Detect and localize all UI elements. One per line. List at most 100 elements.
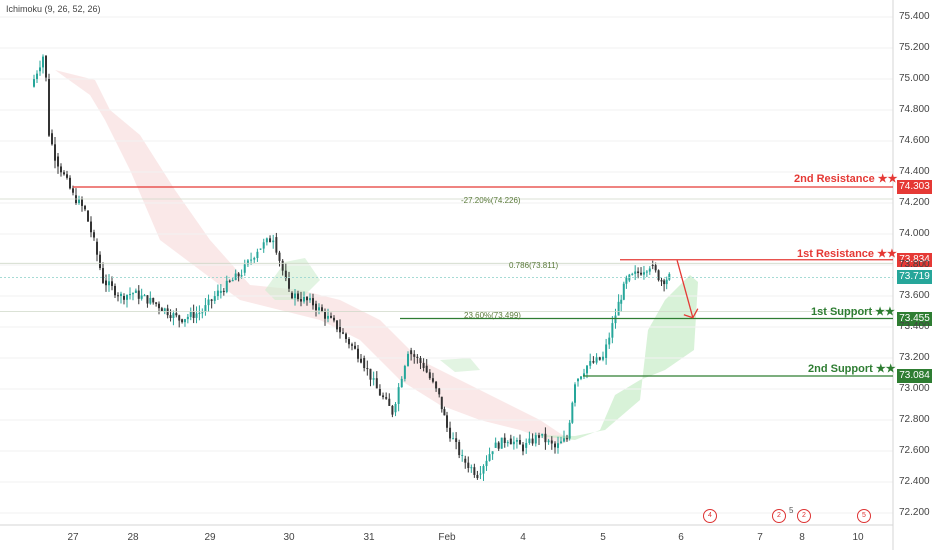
candle-body bbox=[403, 365, 406, 379]
candle-body bbox=[391, 405, 394, 415]
candle-body bbox=[117, 295, 119, 297]
candle-body bbox=[416, 356, 419, 358]
candle-body bbox=[476, 474, 479, 479]
candle-body bbox=[428, 372, 431, 379]
candle-body bbox=[544, 433, 547, 443]
price-badge-last: 73.719 bbox=[897, 270, 932, 284]
candle-body bbox=[518, 440, 521, 445]
cloud-bullish bbox=[440, 358, 480, 372]
candle-body bbox=[157, 303, 160, 309]
price-badge-2nd-support: 73.084 bbox=[897, 369, 932, 383]
candle-body bbox=[312, 298, 314, 306]
candle-body bbox=[149, 297, 152, 304]
candle-body bbox=[431, 378, 434, 382]
candle-body bbox=[137, 290, 140, 299]
event-mark-count: 4 bbox=[708, 512, 712, 519]
candle-body bbox=[497, 442, 500, 449]
candles bbox=[33, 54, 671, 481]
candle-body bbox=[348, 338, 350, 345]
candle-body bbox=[265, 238, 268, 243]
candle-body bbox=[123, 296, 125, 300]
candle-body bbox=[568, 422, 571, 439]
candle-body bbox=[333, 317, 335, 321]
level-label-1st-resistance: 1st Resistance ★★ bbox=[797, 248, 897, 260]
candle-body bbox=[253, 258, 256, 260]
candle-body bbox=[60, 166, 62, 173]
candle-body bbox=[300, 299, 302, 302]
price-badge-1st-resistance: 73.834 bbox=[897, 253, 932, 267]
candle-body bbox=[422, 362, 425, 369]
candle-body bbox=[262, 242, 265, 249]
candle-body bbox=[66, 174, 68, 178]
candle-body bbox=[129, 294, 131, 296]
arrow-shaft bbox=[676, 260, 694, 318]
candle-body bbox=[385, 397, 388, 399]
candle-body bbox=[410, 350, 413, 355]
support-resistance-levels bbox=[0, 186, 893, 377]
y-tick: 74.200 bbox=[899, 197, 930, 208]
candle-body bbox=[134, 290, 137, 293]
candle-body bbox=[419, 357, 422, 363]
candle-body bbox=[69, 177, 71, 189]
candle-body bbox=[243, 264, 246, 273]
x-tick: 8 bbox=[799, 532, 805, 543]
y-tick: 72.400 bbox=[899, 476, 930, 487]
price-badge-2nd-resistance: 74.303 bbox=[897, 180, 932, 194]
candle-body bbox=[458, 442, 461, 456]
event-mark-icon[interactable]: 2 bbox=[797, 509, 811, 523]
candle-body bbox=[580, 376, 582, 379]
price-grid bbox=[0, 16, 893, 514]
candle-body bbox=[72, 188, 74, 193]
candle-body bbox=[99, 254, 101, 269]
candle-body bbox=[269, 238, 272, 243]
event-mark-icon[interactable]: 2 bbox=[772, 509, 786, 523]
candle-body bbox=[219, 290, 222, 293]
event-mark-icon[interactable]: 5 bbox=[857, 509, 871, 523]
y-tick: 75.000 bbox=[899, 73, 930, 84]
candle-body bbox=[63, 172, 65, 175]
x-tick: 31 bbox=[363, 532, 375, 543]
candle-body bbox=[33, 79, 35, 87]
candle-body bbox=[512, 441, 515, 445]
candle-body bbox=[538, 435, 540, 438]
x-tick: 10 bbox=[852, 532, 864, 543]
candle-body bbox=[54, 144, 56, 161]
candle-body bbox=[605, 344, 608, 358]
candle-body bbox=[357, 348, 359, 359]
candle-body bbox=[550, 440, 553, 444]
y-tick: 72.200 bbox=[899, 507, 930, 518]
ichimoku-cloud bbox=[55, 70, 698, 445]
candle-body bbox=[525, 443, 528, 448]
candle-body bbox=[178, 315, 181, 321]
candle-body bbox=[39, 67, 41, 72]
candle-body bbox=[614, 315, 617, 324]
candle-body bbox=[506, 442, 509, 444]
candle-body bbox=[522, 444, 524, 452]
candle-body bbox=[108, 281, 110, 286]
candle-body bbox=[503, 437, 506, 444]
candle-body bbox=[272, 240, 275, 243]
candle-body bbox=[189, 311, 192, 317]
candle-body bbox=[96, 241, 98, 255]
candle-body bbox=[213, 296, 216, 301]
candle-body bbox=[651, 265, 654, 266]
candle-body bbox=[201, 312, 204, 314]
candle-body bbox=[318, 307, 320, 311]
candle-body bbox=[586, 365, 588, 374]
candle-body bbox=[640, 272, 643, 275]
y-tick: 75.200 bbox=[899, 42, 930, 53]
candle-body bbox=[620, 299, 623, 304]
candle-body bbox=[160, 308, 163, 312]
candle-body bbox=[36, 73, 38, 80]
event-mark-count: 5 bbox=[789, 506, 794, 515]
event-mark-icon[interactable]: 4 bbox=[703, 509, 717, 523]
candle-body bbox=[204, 305, 207, 312]
candle-body bbox=[595, 357, 598, 363]
y-tick: 72.800 bbox=[899, 414, 930, 425]
candle-body bbox=[482, 466, 485, 474]
fib-label-2: 0.786(73.811) bbox=[509, 261, 559, 270]
candle-body bbox=[440, 396, 443, 410]
candle-body bbox=[660, 280, 663, 282]
candle-body bbox=[207, 299, 210, 306]
